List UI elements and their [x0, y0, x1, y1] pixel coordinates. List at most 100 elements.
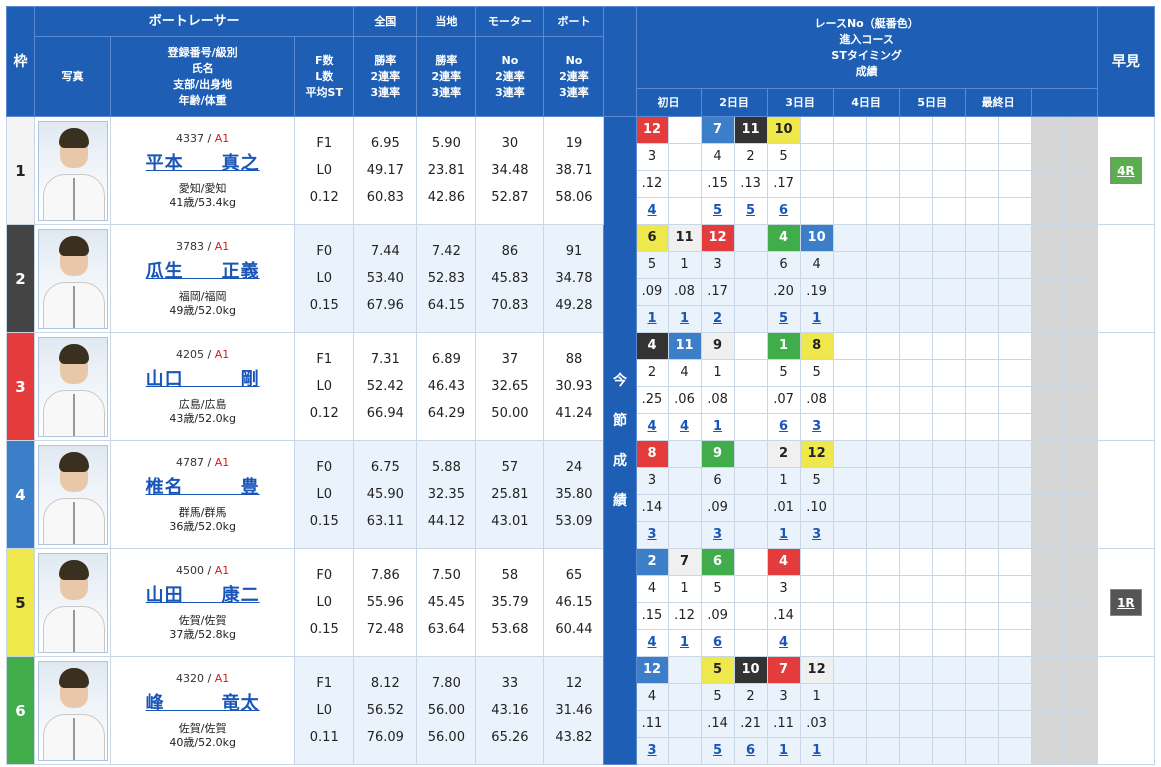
course-cell: 5 [766, 359, 801, 387]
mot-stats: 86 45.83 70.83 [475, 224, 545, 333]
result-cell[interactable]: 2 [700, 305, 735, 333]
f-l-st: F0 L0 0.15 [294, 548, 355, 657]
result-link[interactable]: 1 [680, 635, 690, 650]
hayami-link[interactable]: 1R [1109, 589, 1142, 616]
result-link[interactable]: 1 [779, 527, 789, 542]
result-cell[interactable]: 4 [667, 413, 702, 441]
course-cell: 2 [635, 359, 669, 387]
mot-stats: 30 34.48 52.87 [475, 116, 545, 225]
racer-branch: 福岡/福岡 [178, 289, 227, 303]
result-link[interactable]: 4 [680, 419, 690, 434]
result-cell[interactable]: 6 [766, 197, 801, 225]
result-cell[interactable]: 4 [635, 413, 669, 441]
racer-class: A1 [214, 671, 230, 685]
st-cell: .17 [766, 170, 801, 198]
course-cell: 6 [766, 251, 801, 279]
hayami-cell: 4R [1096, 116, 1156, 225]
racer-age-weight: 49歳/52.0kg [169, 303, 236, 317]
result-link[interactable]: 3 [713, 527, 723, 542]
hayami-link[interactable]: 4R [1109, 157, 1142, 184]
result-cell[interactable]: 5 [700, 197, 735, 225]
result-cell[interactable]: 3 [700, 521, 735, 549]
result-cell[interactable]: 1 [700, 413, 735, 441]
result-cell[interactable]: 6 [733, 737, 768, 765]
result-link[interactable]: 5 [779, 311, 789, 326]
result-cell[interactable]: 4 [766, 629, 801, 657]
result-cell[interactable]: 5 [766, 305, 801, 333]
result-link[interactable]: 3 [812, 527, 822, 542]
racer-name-link[interactable]: 平本 真之 [145, 152, 260, 174]
st-cell [733, 602, 768, 630]
result-cell[interactable]: 6 [766, 413, 801, 441]
result-cell[interactable]: 5 [700, 737, 735, 765]
course-cell: 4 [700, 143, 735, 171]
course-cell: 3 [766, 683, 801, 711]
result-cell[interactable]: 1 [667, 305, 702, 333]
st-cell [799, 602, 834, 630]
toc-stats: 6.89 46.43 64.29 [416, 332, 477, 441]
result-cell[interactable]: 3 [799, 413, 834, 441]
result-cell[interactable]: 1 [766, 521, 801, 549]
st-cell [733, 494, 768, 522]
result-cell[interactable]: 4 [635, 197, 669, 225]
result-link[interactable]: 1 [647, 311, 657, 326]
racer-name-link[interactable]: 山口 剛 [145, 368, 260, 390]
result-link[interactable]: 3 [647, 527, 657, 542]
racer-name-link[interactable]: 椎名 豊 [145, 476, 260, 498]
day-header: 4日目 [832, 88, 900, 117]
result-link[interactable]: 1 [680, 311, 690, 326]
result-cell[interactable]: 4 [635, 629, 669, 657]
result-link[interactable]: 4 [647, 419, 657, 434]
result-link[interactable]: 3 [647, 743, 657, 758]
result-cell[interactable]: 3 [799, 521, 834, 549]
racer-row: 2 3783 / A1 瓜生 正義 福岡/福岡 49歳/52.0kg F0 L0 0.15 7.… [5, 224, 1156, 333]
motor-sub-header: No 2連率 3連率 [475, 36, 545, 117]
racer-age-weight: 37歳/52.8kg [169, 627, 236, 641]
result-link[interactable]: 1 [812, 311, 822, 326]
race-number-cell: 2 [635, 548, 669, 576]
result-cell[interactable]: 3 [635, 521, 669, 549]
result-link[interactable]: 6 [779, 419, 789, 434]
racer-name-link[interactable]: 瓜生 正義 [145, 260, 260, 282]
race-number-cell: 12 [635, 116, 669, 144]
result-link[interactable]: 1 [713, 419, 723, 434]
racer-row: 4 5 5 6 [7, 197, 1155, 225]
result-link[interactable]: 4 [647, 203, 657, 218]
result-cell[interactable]: 1 [635, 305, 669, 333]
result-link[interactable]: 1 [779, 743, 789, 758]
race-number-cell: 9 [700, 332, 735, 360]
result-cell[interactable]: 1 [667, 629, 702, 657]
result-link[interactable]: 4 [779, 635, 789, 650]
boa-stats: 65 46.15 60.44 [543, 548, 605, 657]
result-link[interactable]: 5 [713, 743, 723, 758]
result-link[interactable]: 1 [812, 743, 822, 758]
zen-stats: 7.86 55.96 72.48 [353, 548, 418, 657]
f-l-st: F1 L0 0.11 [294, 656, 355, 765]
racer-name-link[interactable]: 山田 康二 [145, 584, 260, 606]
racer-name-link[interactable]: 峰 竜太 [145, 692, 260, 714]
result-cell[interactable]: 6 [700, 629, 735, 657]
lane-number: 1 [5, 116, 36, 225]
result-cell[interactable]: 3 [635, 737, 669, 765]
result-cell[interactable]: 1 [766, 737, 801, 765]
racer-row: .11.14.21.11.03 [7, 710, 1155, 738]
result-link[interactable]: 2 [713, 311, 723, 326]
result-link[interactable]: 6 [746, 743, 756, 758]
result-cell[interactable]: 1 [799, 737, 834, 765]
result-link[interactable]: 5 [746, 203, 756, 218]
course-cell [667, 143, 702, 171]
racer-info: 4337 / A1 平本 真之 愛知/愛知 41歳/53.4kg [110, 116, 296, 225]
result-link[interactable]: 6 [713, 635, 723, 650]
course-cell: 5 [700, 575, 735, 603]
racer-photo [34, 332, 112, 441]
race-number-cell: 5 [700, 656, 735, 684]
register-number: 4320 [176, 671, 205, 685]
zen-stats: 7.31 52.42 66.94 [353, 332, 418, 441]
result-cell[interactable]: 1 [799, 305, 834, 333]
course-cell: 4 [667, 359, 702, 387]
result-cell[interactable]: 5 [733, 197, 768, 225]
result-link[interactable]: 3 [812, 419, 822, 434]
result-link[interactable]: 4 [647, 635, 657, 650]
result-link[interactable]: 6 [779, 203, 789, 218]
result-link[interactable]: 5 [713, 203, 723, 218]
